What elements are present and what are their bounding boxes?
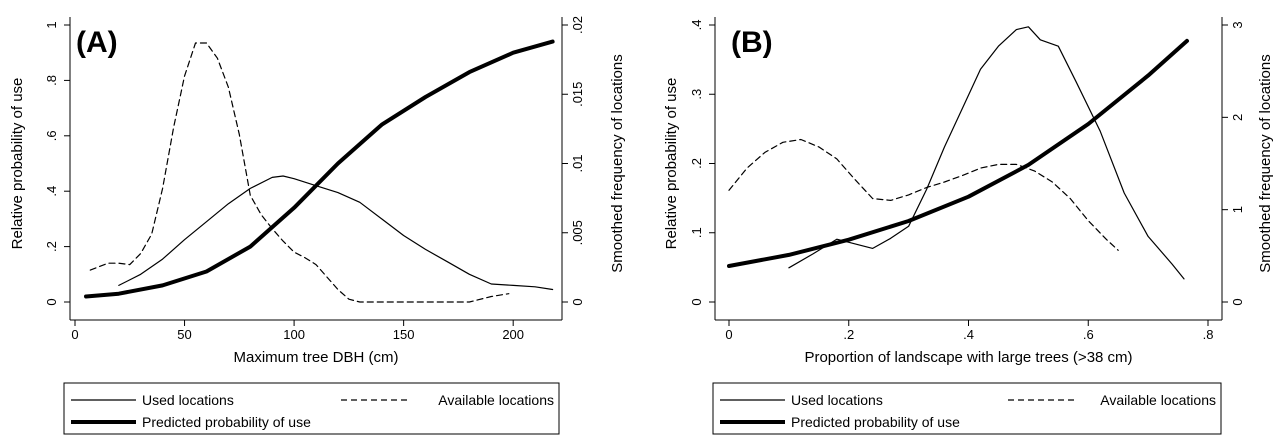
legend-box bbox=[63, 382, 560, 435]
y-tick-label: .3 bbox=[689, 89, 704, 100]
y-tick-label: 0 bbox=[44, 298, 59, 305]
legend: Used locations Available locations Predict… bbox=[712, 382, 1222, 435]
x-tick-label: .6 bbox=[1083, 327, 1094, 342]
legend-label-available: Available locations bbox=[438, 392, 554, 408]
x-axis-title: Maximum tree DBH (cm) bbox=[233, 349, 398, 366]
x-tick-label: 0 bbox=[71, 327, 78, 342]
y2-tick-label: .02 bbox=[570, 16, 585, 34]
x-axis-title: Proportion of landscape with large trees… bbox=[804, 349, 1132, 366]
y-tick-label: .4 bbox=[44, 186, 59, 197]
y-tick-label: .2 bbox=[689, 158, 704, 169]
y-axis-title: Relative probability of use bbox=[9, 78, 26, 250]
y2-tick-label: 3 bbox=[1230, 21, 1245, 28]
series-line-predicted-probability-of-use bbox=[84, 39, 555, 299]
y2-axis-title: Smoothed frequency of locations bbox=[609, 54, 626, 272]
y-tick-label: .4 bbox=[689, 20, 704, 31]
y2-tick-label: .005 bbox=[570, 220, 585, 245]
legend-label-used: Used locations bbox=[142, 392, 234, 408]
y2-tick-label: 2 bbox=[1230, 114, 1245, 121]
x-tick-label: 50 bbox=[177, 327, 191, 342]
x-tick-label: .8 bbox=[1203, 327, 1214, 342]
y-tick-label: 0 bbox=[689, 298, 704, 305]
series-line-used-locations bbox=[118, 175, 554, 291]
panel-label: (A) bbox=[76, 26, 118, 59]
y-tick-label: .8 bbox=[44, 75, 59, 86]
x-tick-label: .4 bbox=[963, 327, 974, 342]
legend-label-available: Available locations bbox=[1100, 392, 1216, 408]
legend-label-predicted: Predicted probability of use bbox=[142, 414, 311, 430]
y-axis-title: Relative probability of use bbox=[663, 78, 680, 250]
y-tick-label: .2 bbox=[44, 241, 59, 252]
y2-tick-label: 0 bbox=[1230, 298, 1245, 305]
y2-axis-title: Smoothed frequency of locations bbox=[1257, 54, 1274, 272]
series-line-predicted-probability-of-use bbox=[727, 38, 1189, 268]
series-line-available-locations bbox=[89, 42, 510, 303]
chart-panel-a: 0 50 100 150 200 0 .2 .4 .6 .8 1 0 .005 .01 .015 .02 Max… bbox=[9, 16, 626, 435]
y-tick-label: .1 bbox=[689, 227, 704, 238]
y2-tick-label: .01 bbox=[570, 154, 585, 172]
legend: Used locations Available locations Predict… bbox=[63, 382, 560, 435]
y2-tick-label: 1 bbox=[1230, 206, 1245, 213]
legend-label-used: Used locations bbox=[791, 392, 883, 408]
legend-label-predicted: Predicted probability of use bbox=[791, 414, 960, 430]
panel-label: (B) bbox=[731, 26, 773, 59]
y-tick-label: .6 bbox=[44, 130, 59, 141]
x-tick-label: 200 bbox=[502, 327, 524, 342]
y-tick-label: 1 bbox=[44, 21, 59, 28]
series-line-available-locations bbox=[728, 138, 1119, 251]
y2-tick-label: .015 bbox=[570, 82, 585, 107]
y2-tick-label: 0 bbox=[570, 298, 585, 305]
x-tick-label: .2 bbox=[843, 327, 854, 342]
chart-panel-b: 0 .2 .4 .6 .8 0 .1 .2 .3 .4 0 1 2 3 Proportion of land… bbox=[663, 17, 1274, 435]
legend-box bbox=[712, 382, 1222, 435]
x-tick-label: 150 bbox=[393, 327, 415, 342]
x-tick-label: 0 bbox=[725, 327, 732, 342]
series-line-used-locations bbox=[788, 26, 1185, 280]
x-tick-label: 100 bbox=[283, 327, 305, 342]
